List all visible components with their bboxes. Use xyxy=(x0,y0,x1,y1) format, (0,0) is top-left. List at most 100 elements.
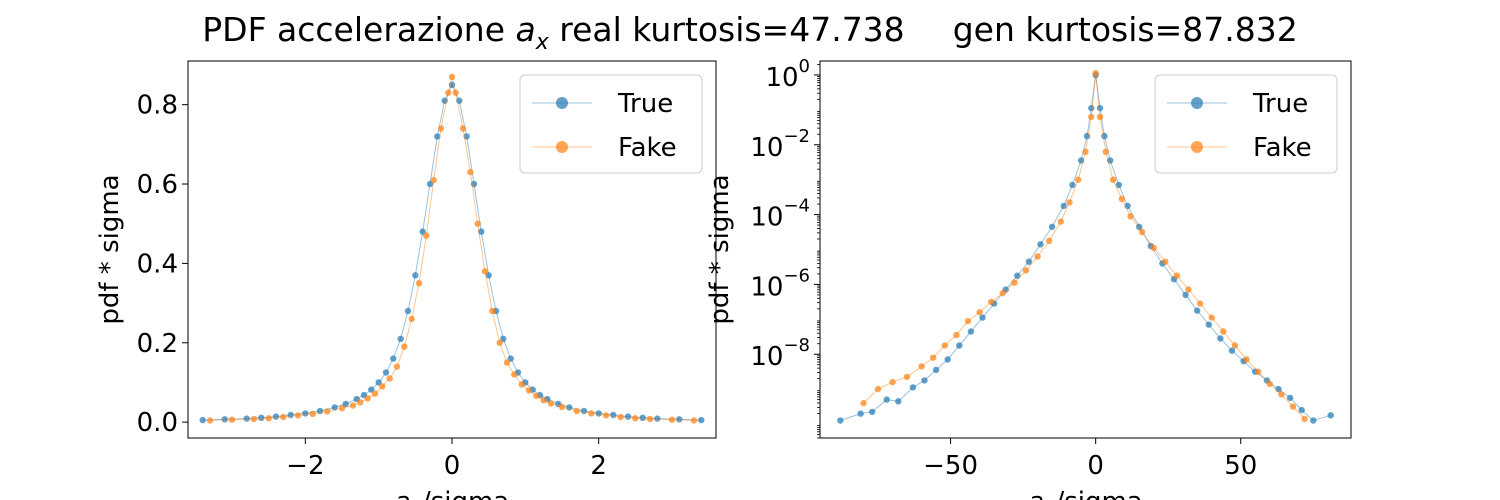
x-axis-label-base: a xyxy=(1028,487,1044,500)
y-tick-exponent: −8 xyxy=(783,335,810,356)
data-point-fake xyxy=(874,385,882,393)
data-point-true xyxy=(1327,412,1334,419)
data-point-fake xyxy=(930,354,937,361)
data-point-fake xyxy=(511,371,518,378)
data-point-fake xyxy=(1046,237,1053,244)
data-point-fake xyxy=(1092,70,1099,77)
data-point-fake xyxy=(889,378,896,386)
data-point-fake xyxy=(448,73,456,81)
data-point-fake xyxy=(459,125,467,132)
data-point-fake xyxy=(1266,380,1274,388)
data-point-fake xyxy=(1231,342,1239,349)
y-tick-label: 0.0 xyxy=(137,408,178,438)
data-point-true xyxy=(1107,157,1114,164)
y-tick-base: 10 xyxy=(750,133,783,163)
legend-entry-true: True xyxy=(1252,89,1308,119)
series-line-true xyxy=(840,74,1331,422)
data-point-true xyxy=(698,416,705,424)
data-point-fake xyxy=(540,397,547,404)
data-point-true xyxy=(243,415,250,422)
data-point-fake xyxy=(206,417,214,424)
x-axis-label: ax/sigma xyxy=(395,487,509,500)
data-point-fake xyxy=(976,309,983,316)
title-variable: a xyxy=(516,10,536,49)
data-point-fake xyxy=(408,315,415,323)
y-tick-label: 0.2 xyxy=(137,329,178,359)
data-point-fake xyxy=(1243,356,1250,363)
x-tick-label: 0 xyxy=(1087,451,1104,481)
data-point-true xyxy=(921,377,928,384)
data-point-fake xyxy=(668,416,676,423)
data-point-true xyxy=(967,328,975,335)
x-axis-label-rest: /sigma xyxy=(422,487,509,500)
data-point-fake xyxy=(1220,328,1227,335)
y-tick-exponent: 0 xyxy=(799,56,810,77)
data-point-fake xyxy=(690,417,698,424)
series-true xyxy=(199,81,705,424)
data-point-fake xyxy=(1011,279,1018,286)
data-point-fake xyxy=(1082,148,1089,155)
linear-pdf-chart: −2 0 2 0.0 0.2 0.4 0.6 0.8 ax/sigma pdf * sigma Tr… xyxy=(95,60,717,500)
series-fake xyxy=(206,73,698,424)
data-point-true xyxy=(302,410,309,417)
data-point-true xyxy=(1136,223,1143,230)
data-point-fake xyxy=(437,125,445,132)
data-point-fake xyxy=(1301,415,1308,422)
data-point-fake xyxy=(280,413,287,421)
data-point-fake xyxy=(999,289,1006,297)
data-point-fake xyxy=(228,416,236,423)
data-point-fake xyxy=(430,176,437,184)
data-point-fake xyxy=(415,280,423,287)
title-prefix: PDF accelerazione xyxy=(202,10,515,49)
y-tick-base: 10 xyxy=(750,272,783,302)
data-point-fake xyxy=(393,363,401,370)
data-point-true xyxy=(316,407,324,415)
data-point-true xyxy=(390,355,397,362)
data-point-true xyxy=(199,416,206,424)
data-point-true xyxy=(1217,335,1224,342)
data-point-fake xyxy=(489,307,496,315)
title-subscript: x xyxy=(535,30,550,55)
x-tick-label: −2 xyxy=(286,451,324,481)
data-point-fake xyxy=(379,383,386,390)
data-point-true xyxy=(1298,406,1305,414)
legend: True Fake xyxy=(519,74,703,174)
data-point-fake xyxy=(941,342,948,349)
data-point-true xyxy=(1205,321,1213,328)
data-point-true xyxy=(1048,223,1056,230)
data-point-fake xyxy=(518,381,525,388)
data-point-fake xyxy=(1127,213,1134,220)
legend-entry-fake: Fake xyxy=(1253,133,1312,163)
data-point-true xyxy=(463,133,470,140)
data-point-true xyxy=(470,180,478,188)
data-point-fake xyxy=(1150,244,1157,251)
data-point-fake xyxy=(349,402,357,409)
y-tick-base: 10 xyxy=(765,63,798,93)
data-point-fake xyxy=(1075,176,1082,183)
data-point-fake xyxy=(1034,253,1041,260)
data-point-fake xyxy=(588,410,595,417)
data-point-true xyxy=(1286,394,1294,402)
data-point-fake xyxy=(1022,267,1030,274)
legend-swatch-marker xyxy=(556,141,568,153)
data-point-fake xyxy=(401,343,408,350)
data-point-true xyxy=(1275,385,1282,393)
data-point-true xyxy=(869,408,876,415)
y-tick-label: 0.6 xyxy=(137,170,178,200)
data-point-true xyxy=(1096,104,1104,112)
y-tick-label: 10−4 xyxy=(750,196,810,233)
data-point-fake xyxy=(860,399,867,407)
y-tick-label: 10−6 xyxy=(750,265,810,302)
data-point-true xyxy=(1083,132,1091,140)
data-point-fake xyxy=(903,373,911,381)
data-point-fake xyxy=(1057,218,1065,225)
y-tick-label: 0.4 xyxy=(137,249,178,279)
data-point-true xyxy=(1060,202,1067,210)
data-point-fake xyxy=(918,363,925,370)
data-point-true xyxy=(397,335,404,342)
data-point-fake xyxy=(547,400,555,407)
data-point-true xyxy=(441,97,448,104)
y-tick-label: 10−8 xyxy=(750,335,810,372)
